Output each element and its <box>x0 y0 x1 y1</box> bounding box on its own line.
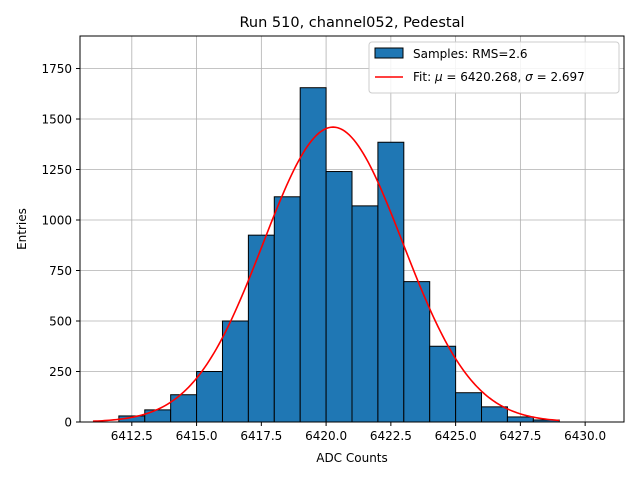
y-tick-label: 500 <box>49 315 72 329</box>
y-tick-label: 0 <box>64 416 72 430</box>
x-tick-label: 6415.0 <box>176 429 218 443</box>
histogram-bar <box>377 141 405 423</box>
histogram-bar <box>325 171 353 423</box>
histogram-bar <box>403 281 431 423</box>
y-tick-label: 1250 <box>41 163 72 177</box>
fit-curve <box>92 126 560 422</box>
histogram-bar <box>196 371 223 423</box>
y-tick-label: 750 <box>49 264 72 278</box>
histogram-bar <box>247 234 275 423</box>
histogram-bar <box>506 416 534 423</box>
histogram-bar <box>144 409 172 423</box>
x-tick-label: 6422.5 <box>370 429 412 443</box>
x-tick-label: 6430.0 <box>564 429 606 443</box>
legend-label-fit: Fit: μ = 6420.268, σ = 2.697 <box>413 70 585 84</box>
y-tick-label: 250 <box>49 365 72 379</box>
y-tick-label: 1500 <box>41 113 72 127</box>
histogram-bar <box>481 406 508 423</box>
y-tick-label: 1000 <box>41 214 72 228</box>
y-tick-label: 1750 <box>41 62 72 76</box>
x-axis-ticks: 6412.5 6415.0 6417.5 6420.0 6422.5 6425.0 6427… <box>111 422 606 443</box>
x-tick-label: 6425.0 <box>435 429 477 443</box>
histogram-bar <box>273 196 301 423</box>
x-tick-label: 6412.5 <box>111 429 153 443</box>
x-axis-label: ADC Counts <box>316 451 388 465</box>
histogram-bar <box>221 320 249 423</box>
legend: Samples: RMS=2.6 Fit: μ = 6420.268, σ = … <box>368 41 620 94</box>
legend-swatch-samples <box>374 47 404 59</box>
legend-label-samples: Samples: RMS=2.6 <box>413 47 528 61</box>
x-tick-label: 6427.5 <box>499 429 541 443</box>
y-axis-label: Entries <box>15 208 29 250</box>
histogram-bar <box>351 205 379 423</box>
axes-frame <box>79 35 625 423</box>
y-axis-ticks: 0 250 500 750 1000 1250 1500 1750 <box>41 62 80 430</box>
histogram-bar <box>429 345 457 423</box>
x-tick-label: 6417.5 <box>240 429 282 443</box>
histogram-bar <box>455 392 483 423</box>
chart-title: Run 510, channel052, Pedestal <box>239 15 464 31</box>
histogram-bars <box>118 87 560 423</box>
x-tick-label: 6420.0 <box>305 429 347 443</box>
legend-box <box>368 41 620 94</box>
